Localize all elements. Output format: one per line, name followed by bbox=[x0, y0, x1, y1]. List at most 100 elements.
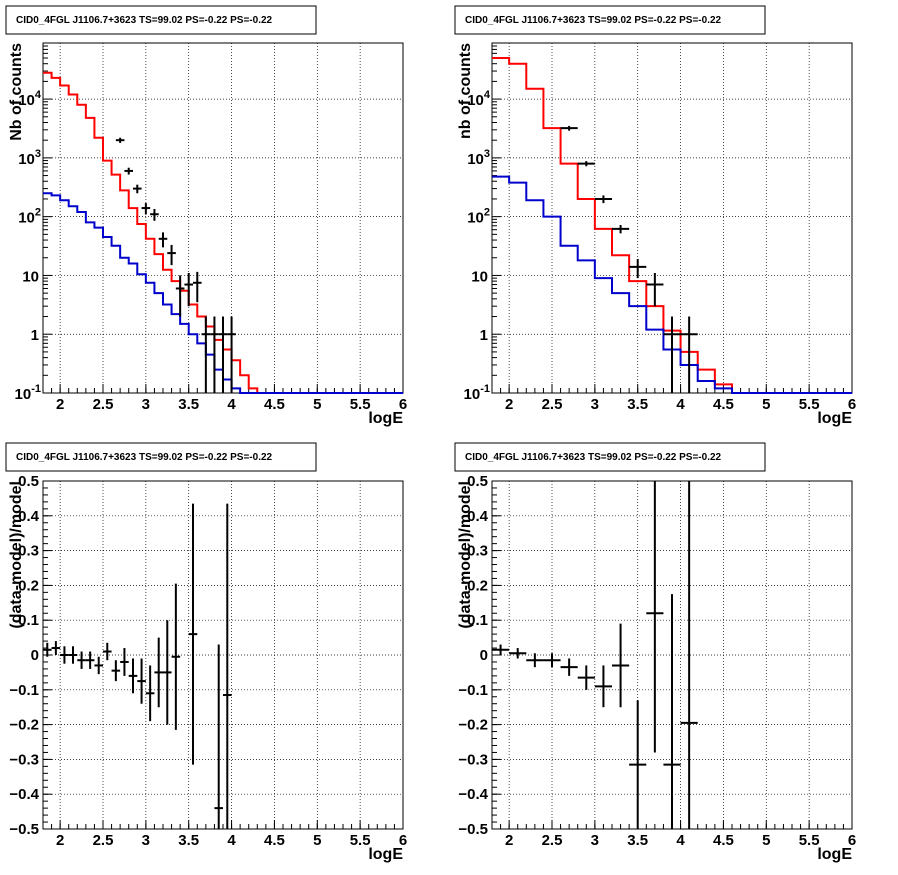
x-tick-label: 4.5 bbox=[713, 396, 734, 413]
data-point bbox=[227, 316, 236, 393]
y-tick-label: 0.5 bbox=[467, 473, 488, 490]
residual-point bbox=[663, 594, 681, 829]
x-tick-label: 5.5 bbox=[350, 396, 371, 413]
residual-point bbox=[543, 653, 561, 668]
residual-point bbox=[137, 658, 146, 704]
residual-point bbox=[103, 642, 112, 661]
y-tick-label: −0.2 bbox=[9, 717, 39, 734]
title-box bbox=[5, 442, 317, 472]
panel-bottom-left: CID0_4FGL J1106.7+3623 TS=99.02 PS=-0.22… bbox=[5, 442, 407, 863]
data-point bbox=[167, 244, 176, 266]
data-point bbox=[210, 316, 219, 393]
x-tick-label: 2 bbox=[505, 832, 513, 849]
data-point bbox=[629, 259, 647, 279]
x-tick-label: 5 bbox=[313, 832, 321, 849]
x-tick-label: 5 bbox=[762, 396, 770, 413]
residual-point bbox=[646, 481, 664, 753]
residual-point bbox=[120, 648, 129, 676]
data-point bbox=[577, 161, 595, 167]
title-box bbox=[454, 442, 766, 472]
residual-point bbox=[612, 623, 630, 708]
data-point bbox=[184, 273, 193, 307]
x-tick-label: 5 bbox=[313, 396, 321, 413]
data-point bbox=[158, 232, 168, 248]
x-tick-label: 2.5 bbox=[93, 832, 114, 849]
residual-point bbox=[526, 653, 544, 668]
x-axis-label: logE bbox=[817, 410, 852, 427]
y-tick-label: −0.5 bbox=[458, 821, 488, 838]
data-point bbox=[663, 316, 681, 393]
y-tick-label: −0.2 bbox=[458, 717, 488, 734]
residual-point bbox=[94, 656, 103, 675]
residual-point bbox=[594, 665, 612, 708]
y-tick-label: 10-1 bbox=[15, 383, 41, 403]
x-tick-label: 5 bbox=[762, 832, 770, 849]
y-tick-label: 1 bbox=[31, 327, 39, 344]
x-tick-label: 3.5 bbox=[178, 396, 199, 413]
residual-point bbox=[171, 583, 181, 730]
y-tick-label: −0.5 bbox=[9, 821, 39, 838]
x-tick-label: 6 bbox=[848, 832, 856, 849]
y-tick-label: 0.2 bbox=[467, 577, 488, 594]
x-tick-label: 2.5 bbox=[542, 832, 563, 849]
y-tick-label: 0.3 bbox=[467, 543, 488, 560]
residual-point bbox=[163, 620, 172, 725]
x-tick-label: 3 bbox=[142, 396, 150, 413]
residual-point bbox=[154, 637, 163, 708]
y-axis-label: (data-model)/model bbox=[457, 481, 474, 629]
y-tick-label: 103 bbox=[18, 148, 41, 168]
y-axis-label: Nb of counts bbox=[8, 43, 25, 141]
x-tick-label: 3.5 bbox=[627, 396, 648, 413]
data-point bbox=[680, 316, 698, 393]
x-tick-label: 6 bbox=[399, 396, 407, 413]
x-tick-label: 4 bbox=[676, 396, 685, 413]
y-tick-label: −0.1 bbox=[458, 682, 488, 699]
residual-point bbox=[509, 648, 527, 659]
x-tick-label: 4 bbox=[227, 396, 236, 413]
x-tick-label: 3 bbox=[591, 832, 599, 849]
y-tick-label: 0.1 bbox=[467, 612, 488, 629]
title-text: CID0_4FGL J1106.7+3623 TS=99.02 PS=-0.22… bbox=[16, 452, 273, 463]
y-tick-label: 0.4 bbox=[467, 508, 489, 525]
residual-point bbox=[577, 665, 595, 690]
y-tick-label: 10-1 bbox=[464, 383, 490, 403]
y-tick-label: −0.4 bbox=[9, 786, 39, 803]
y-tick-label: 10 bbox=[471, 268, 488, 285]
y-tick-label: 0.2 bbox=[18, 577, 39, 594]
x-tick-label: 2.5 bbox=[93, 396, 114, 413]
residual-point bbox=[629, 700, 647, 829]
panel-top-right: CID0_4FGL J1106.7+3623 TS=99.02 PS=-0.22… bbox=[454, 5, 856, 427]
grid bbox=[43, 480, 404, 830]
residual-point bbox=[214, 644, 223, 829]
residual-point bbox=[128, 658, 138, 694]
data-point bbox=[133, 184, 142, 194]
y-tick-label: 0.5 bbox=[18, 473, 39, 490]
y-tick-label: 0.4 bbox=[18, 508, 40, 525]
title-box bbox=[5, 5, 317, 35]
y-tick-label: −0.1 bbox=[9, 682, 39, 699]
data-point bbox=[150, 208, 159, 221]
x-tick-label: 4.5 bbox=[713, 832, 734, 849]
residual-point bbox=[43, 642, 52, 657]
residual-point bbox=[68, 646, 78, 664]
residual-point bbox=[560, 658, 578, 676]
x-tick-label: 6 bbox=[848, 396, 856, 413]
x-tick-label: 6 bbox=[399, 832, 407, 849]
x-tick-label: 4 bbox=[676, 832, 685, 849]
y-tick-label: 104 bbox=[467, 89, 491, 109]
x-tick-label: 2 bbox=[56, 832, 64, 849]
panel-title: CID0_4FGL J1106.7+3623 TS=99.02 PS=-0.22… bbox=[454, 5, 766, 35]
panel-bottom-right: CID0_4FGL J1106.7+3623 TS=99.02 PS=-0.22… bbox=[454, 442, 856, 863]
y-tick-label: 0.1 bbox=[18, 612, 39, 629]
source_model-histogram bbox=[492, 175, 852, 394]
title-text: CID0_4FGL J1106.7+3623 TS=99.02 PS=-0.22… bbox=[16, 15, 273, 26]
x-tick-label: 3 bbox=[142, 832, 150, 849]
x-tick-label: 3.5 bbox=[627, 832, 648, 849]
plot-frame bbox=[42, 480, 404, 830]
panel-title: CID0_4FGL J1106.7+3623 TS=99.02 PS=-0.22… bbox=[454, 442, 766, 472]
x-tick-label: 2.5 bbox=[542, 396, 563, 413]
title-text: CID0_4FGL J1106.7+3623 TS=99.02 PS=-0.22… bbox=[465, 452, 722, 463]
panel-top-left: CID0_4FGL J1106.7+3623 TS=99.02 PS=-0.22… bbox=[5, 5, 407, 427]
y-tick-label: 102 bbox=[18, 207, 41, 227]
